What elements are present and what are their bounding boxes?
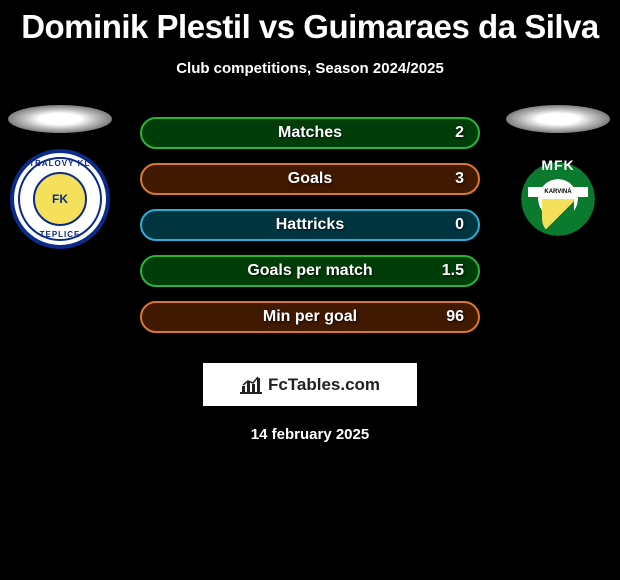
- date-text: 14 february 2025: [0, 426, 620, 443]
- watermark-text: FcTables.com: [268, 375, 380, 395]
- watermark: FcTables.com: [203, 363, 417, 406]
- stat-value: 1.5: [442, 262, 464, 280]
- stat-bar: Min per goal 96: [140, 301, 480, 333]
- stat-value: 2: [455, 124, 464, 142]
- stat-bar: Matches 2: [140, 117, 480, 149]
- infographic-root: Dominik Plestil vs Guimaraes da Silva Cl…: [0, 0, 620, 580]
- stat-value: 3: [455, 170, 464, 188]
- stat-bar: Hattricks 0: [140, 209, 480, 241]
- stat-value: 96: [446, 308, 464, 326]
- chart-icon: [240, 376, 262, 394]
- badge-arc-bottom: TEPLICE: [14, 230, 106, 239]
- club-badge-teplice: FOTBALOVÝ KLUB FK TEPLICE: [10, 149, 110, 249]
- player-right-column: MFK KARVINÁ: [506, 105, 610, 249]
- player-left-column: FOTBALOVÝ KLUB FK TEPLICE: [8, 105, 112, 249]
- stat-label: Hattricks: [276, 216, 344, 234]
- page-title: Dominik Plestil vs Guimaraes da Silva: [0, 0, 620, 46]
- club-badge-karvina: MFK KARVINÁ: [508, 149, 608, 249]
- stat-bar: Goals 3: [140, 163, 480, 195]
- stat-label: Goals per match: [247, 262, 372, 280]
- stat-value: 0: [455, 216, 464, 234]
- stat-bar: Goals per match 1.5: [140, 255, 480, 287]
- content-area: FOTBALOVÝ KLUB FK TEPLICE MFK KARVINÁ Ma…: [0, 117, 620, 443]
- badge-banner: KARVINÁ: [528, 187, 588, 197]
- player-silhouette-right: [506, 105, 610, 133]
- stats-list: Matches 2 Goals 3 Hattricks 0 Goals per match 1…: [140, 117, 480, 333]
- badge-crest: [542, 199, 574, 235]
- stat-label: Matches: [278, 124, 342, 142]
- subtitle: Club competitions, Season 2024/2025: [0, 60, 620, 77]
- stat-label: Goals: [288, 170, 332, 188]
- player-silhouette-left: [8, 105, 112, 133]
- badge-monogram: FK: [33, 172, 87, 226]
- badge-top-text: MFK: [508, 157, 608, 173]
- stat-label: Min per goal: [263, 308, 357, 326]
